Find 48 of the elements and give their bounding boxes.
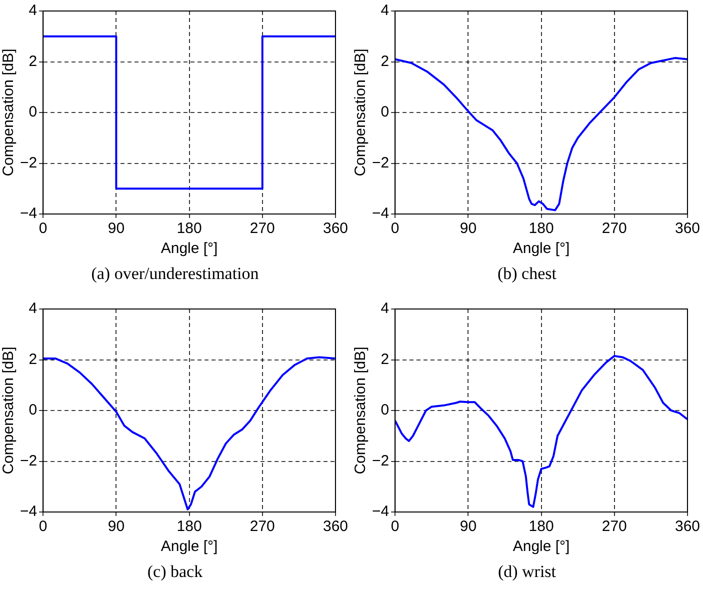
y-axis-title: Compensation [dB] xyxy=(0,48,18,176)
x-tick-label: 270 xyxy=(250,220,275,238)
x-axis-title: Angle [°] xyxy=(160,240,218,258)
x-tick-label: 360 xyxy=(322,220,348,238)
y-tick-label: 4 xyxy=(28,2,38,20)
text: (a) over/underestimation xyxy=(90,264,260,284)
y-tick-label: −2 xyxy=(20,154,38,172)
y-tick-label: −2 xyxy=(372,154,390,172)
y-tick-label: −4 xyxy=(20,205,38,222)
x-tick-label: 180 xyxy=(528,220,554,238)
x-tick-label: 360 xyxy=(322,518,348,536)
text: (c) back xyxy=(146,562,204,582)
x-axis-title: Angle [°] xyxy=(512,240,570,258)
y-tick-label: 2 xyxy=(28,52,38,70)
y-tick-label: 4 xyxy=(28,300,38,318)
y-tick-label: −4 xyxy=(372,503,390,520)
x-tick-label: 180 xyxy=(176,518,202,536)
y-axis-title: Compensation [dB] xyxy=(0,346,18,474)
y-tick-label: 0 xyxy=(28,402,38,419)
y-axis-title: Compensation [dB] xyxy=(352,48,370,176)
x-tick-label: 270 xyxy=(602,220,627,238)
y-tick-label: −2 xyxy=(20,452,38,470)
y-tick-label: 4 xyxy=(380,2,390,20)
y-axis-title: Compensation [dB] xyxy=(352,346,370,474)
y-tick-label: 2 xyxy=(380,52,390,70)
text: (b) chest xyxy=(496,264,558,284)
y-tick-label: −4 xyxy=(20,503,38,520)
x-tick-label: 90 xyxy=(460,220,477,238)
x-axis-title: Angle [°] xyxy=(512,538,570,556)
y-tick-label: 2 xyxy=(380,350,390,368)
y-tick-label: −4 xyxy=(372,205,390,222)
text: (d) wrist xyxy=(496,562,558,582)
y-tick-label: 4 xyxy=(380,300,390,318)
x-tick-label: 180 xyxy=(176,220,202,238)
x-tick-label: 270 xyxy=(602,518,627,536)
y-tick-label: 0 xyxy=(380,402,390,419)
y-tick-label: 0 xyxy=(380,104,390,121)
x-tick-label: 90 xyxy=(108,220,125,238)
x-tick-label: 90 xyxy=(460,518,477,536)
x-tick-label: 180 xyxy=(528,518,554,536)
x-tick-label: 360 xyxy=(674,220,700,238)
y-tick-label: 2 xyxy=(28,350,38,368)
x-axis-title: Angle [°] xyxy=(160,538,218,556)
x-tick-label: 90 xyxy=(108,518,125,536)
y-tick-label: 0 xyxy=(28,104,38,121)
y-tick-label: −2 xyxy=(372,452,390,470)
x-tick-label: 360 xyxy=(674,518,700,536)
x-tick-label: 270 xyxy=(250,518,275,536)
